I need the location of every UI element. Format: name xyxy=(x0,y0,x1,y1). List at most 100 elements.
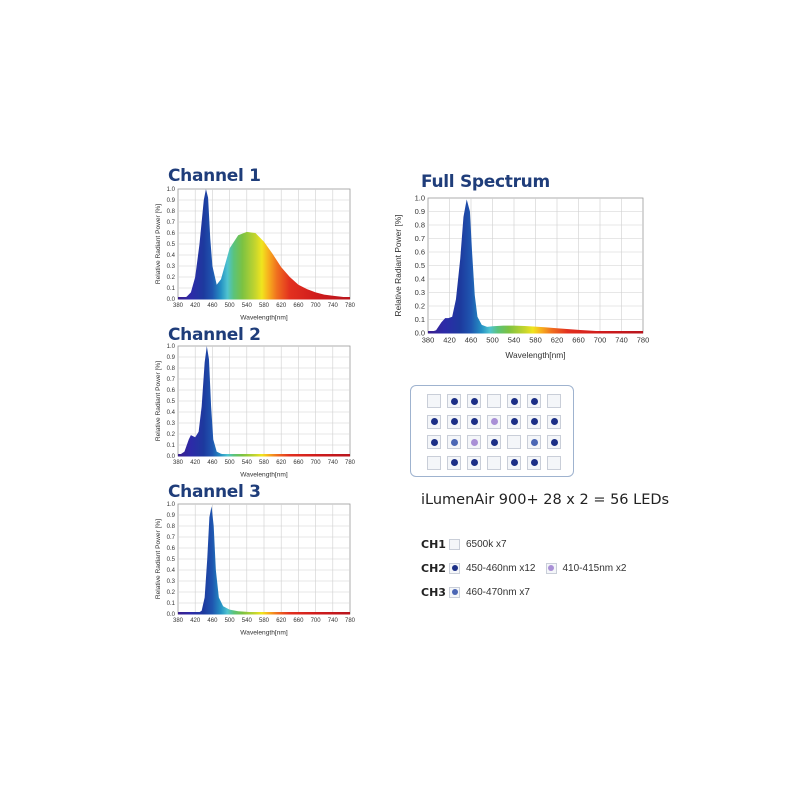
x-tick-label: 700 xyxy=(311,303,322,309)
y-tick-label: 0.4 xyxy=(167,410,176,416)
x-tick-label: 660 xyxy=(293,303,304,309)
x-tick-label: 780 xyxy=(637,336,650,345)
y-axis-label: Relative Radiant Power [%] xyxy=(155,204,162,284)
white-led-icon xyxy=(427,394,441,408)
x-tick-label: 660 xyxy=(293,618,304,624)
y-tick-label: 0.3 xyxy=(167,421,176,427)
deep-blue-led-icon xyxy=(427,414,441,429)
y-tick-label: 0.1 xyxy=(167,443,176,449)
y-tick-label: 0.9 xyxy=(167,355,176,361)
y-axis-label: Relative Radiant Power [%] xyxy=(155,361,162,441)
full-spectrum-plot: 0.0 0.1 0.2 0.3 0.4 0.5 0.6 0.7 0.8 0.9 1.0 380 420 4… xyxy=(393,194,650,360)
x-tick-label: 380 xyxy=(173,618,184,624)
legend-item-label: 6500k x7 xyxy=(466,538,507,550)
channel-2-chart: 0.0 0.1 0.2 0.3 0.4 0.5 0.6 0.7 0.8 0.9 1.0 380 420 4… xyxy=(154,342,356,487)
spectrum-area xyxy=(178,506,350,614)
white-led-icon xyxy=(547,455,561,470)
channel-1-chart: 0.0 0.1 0.2 0.3 0.4 0.5 0.6 0.7 0.8 0.9 1.0 380 420 4… xyxy=(154,185,356,330)
y-tick-label: 0.0 xyxy=(415,329,425,338)
x-axis-label: Wavelength[nm] xyxy=(240,471,288,478)
deep-blue-led-icon xyxy=(507,414,521,429)
y-tick-label: 0.8 xyxy=(167,524,176,530)
y-axis-label: Relative Radiant Power [%] xyxy=(155,519,162,599)
deep-blue-led-icon xyxy=(447,394,461,408)
x-tick-label: 580 xyxy=(259,618,270,624)
legend-row-ch2: CH2 450-460nm x12 410-415nm x2 xyxy=(421,556,636,580)
violet-led-icon xyxy=(545,562,557,574)
deep-blue-led-icon xyxy=(487,435,501,449)
x-tick-label: 420 xyxy=(190,618,201,624)
y-tick-label: 0.8 xyxy=(167,209,176,215)
legend-item: 460-470nm x7 xyxy=(449,586,530,598)
legend-item-label: 410-415nm x2 xyxy=(562,562,627,574)
legend-item: 410-415nm x2 xyxy=(545,562,627,574)
y-tick-label: 0.3 xyxy=(167,579,176,585)
x-tick-label: 380 xyxy=(173,303,184,309)
deep-blue-led-icon xyxy=(527,394,541,408)
deep-blue-led-icon xyxy=(467,414,481,429)
y-tick-label: 1.0 xyxy=(415,194,425,203)
x-tick-label: 540 xyxy=(508,336,521,345)
royal-blue-led-icon xyxy=(527,435,541,449)
legend-item-label: 450-460nm x12 xyxy=(466,562,536,574)
x-tick-label: 580 xyxy=(259,460,270,466)
deep-blue-led-icon xyxy=(507,394,521,408)
royal-blue-led-icon xyxy=(447,435,461,449)
x-tick-label: 500 xyxy=(225,460,236,466)
x-tick-label: 620 xyxy=(276,303,287,309)
x-tick-label: 540 xyxy=(242,618,253,624)
y-axis-label: Relative Radiant Power [%] xyxy=(393,215,403,317)
white-led-icon xyxy=(449,538,460,550)
x-tick-label: 460 xyxy=(207,460,218,466)
deep-blue-led-icon xyxy=(467,394,481,408)
full-spectrum-title: Full Spectrum xyxy=(421,172,550,192)
x-tick-label: 780 xyxy=(345,303,356,309)
y-tick-label: 0.2 xyxy=(167,432,176,438)
x-tick-label: 460 xyxy=(207,303,218,309)
y-tick-label: 0.3 xyxy=(415,288,425,297)
deep-blue-led-icon xyxy=(447,414,461,429)
deep-blue-led-icon xyxy=(547,435,561,449)
deep-blue-led-icon xyxy=(527,455,541,470)
y-tick-label: 0.7 xyxy=(167,377,176,383)
legend-channel-label: CH2 xyxy=(421,561,446,575)
legend-channel-label: CH3 xyxy=(421,585,446,599)
y-tick-label: 0.5 xyxy=(167,399,176,405)
y-tick-label: 0.1 xyxy=(167,601,176,607)
x-axis-label: Wavelength[nm] xyxy=(505,350,565,360)
x-tick-label: 460 xyxy=(465,336,478,345)
x-tick-label: 500 xyxy=(225,303,236,309)
y-tick-label: 0.1 xyxy=(167,286,176,292)
x-tick-label: 420 xyxy=(190,460,201,466)
y-tick-label: 0.2 xyxy=(167,590,176,596)
violet-led-icon xyxy=(487,414,501,429)
led-count-summary: iLumenAir 900+ 28 x 2 = 56 LEDs xyxy=(421,492,670,508)
y-tick-label: 0.5 xyxy=(415,261,425,270)
deep-blue-led-icon xyxy=(507,455,521,470)
y-tick-label: 1.0 xyxy=(167,502,176,508)
channel-3-title: Channel 3 xyxy=(168,482,261,502)
channel-1-title: Channel 1 xyxy=(168,166,261,186)
channel-legend: CH1 6500k x7 CH2 450-460nm x12 410-415nm… xyxy=(421,532,636,604)
deep-blue-led-icon xyxy=(427,435,441,449)
x-tick-label: 580 xyxy=(529,336,542,345)
legend-item: 6500k x7 xyxy=(449,538,507,550)
white-led-icon xyxy=(507,435,521,449)
legend-item-label: 460-470nm x7 xyxy=(466,586,530,598)
x-tick-label: 420 xyxy=(443,336,456,345)
white-led-icon xyxy=(487,455,501,470)
legend-row-ch1: CH1 6500k x7 xyxy=(421,532,636,556)
deep-blue-led-icon xyxy=(467,455,481,470)
full-spectrum-chart: 0.0 0.1 0.2 0.3 0.4 0.5 0.6 0.7 0.8 0.9 1.0 380 420 4… xyxy=(392,192,654,372)
y-tick-label: 0.9 xyxy=(167,198,176,204)
x-tick-label: 420 xyxy=(190,303,201,309)
y-tick-label: 0.2 xyxy=(167,275,176,281)
spectrum-strip xyxy=(178,454,350,457)
x-tick-label: 780 xyxy=(345,460,356,466)
y-tick-label: 0.4 xyxy=(415,275,425,284)
y-tick-label: 1.0 xyxy=(167,187,176,193)
y-tick-label: 0.6 xyxy=(167,546,176,552)
white-led-icon xyxy=(547,394,561,408)
x-axis-label: Wavelength[nm] xyxy=(240,314,288,321)
channel-3-plot: 0.0 0.1 0.2 0.3 0.4 0.5 0.6 0.7 0.8 0.9 1.0 380 420 4… xyxy=(155,502,356,636)
